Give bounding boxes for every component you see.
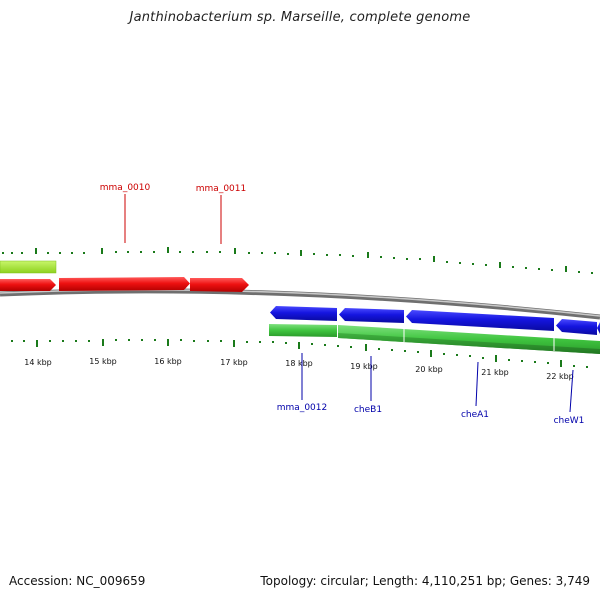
cds-feature-upper[interactable] xyxy=(0,260,57,274)
scale-label-16kbp: 16 kbp xyxy=(154,357,182,366)
gene-leader-line xyxy=(569,369,574,413)
forward-gene-arrow[interactable] xyxy=(59,277,190,291)
gene-label-mma-0012[interactable]: mma_0012 xyxy=(277,403,327,413)
gene-label-mma-0010[interactable]: mma_0010 xyxy=(100,183,151,193)
map-title: Janthinobacterium sp. Marseille, complet… xyxy=(129,10,471,25)
gene-label-cheW1[interactable]: cheW1 xyxy=(554,416,585,426)
reverse-gene-arrow[interactable] xyxy=(270,306,337,321)
scale-label-18kbp: 18 kbp xyxy=(285,359,313,368)
lower-scale-ticks xyxy=(11,339,588,368)
upper-minor-ticks xyxy=(2,247,593,274)
forward-gene-arrow[interactable] xyxy=(0,279,56,291)
genome-backbone xyxy=(0,288,600,320)
accession-text: Accession: NC_009659 xyxy=(9,574,146,588)
scale-label-19kbp: 19 kbp xyxy=(350,362,378,371)
reverse-gene-arrow[interactable] xyxy=(339,308,404,323)
reverse-gene-arrow[interactable] xyxy=(597,322,600,334)
scale-label-14kbp: 14 kbp xyxy=(24,358,52,367)
scale-label-20kbp: 20 kbp xyxy=(415,365,443,374)
scale-label-15kbp: 15 kbp xyxy=(89,357,117,366)
reverse-gene-arrow[interactable] xyxy=(406,310,554,331)
scale-label-17kbp: 17 kbp xyxy=(220,358,248,367)
gene-leader-line xyxy=(475,361,479,407)
scale-label-21kbp: 21 kbp xyxy=(481,368,509,377)
gene-label-cheB1[interactable]: cheB1 xyxy=(354,405,382,415)
gene-label-mma-0011[interactable]: mma_0011 xyxy=(196,184,246,194)
gene-label-cheA1[interactable]: cheA1 xyxy=(461,410,489,420)
genome-stats-text: Topology: circular; Length: 4,110,251 bp… xyxy=(260,574,590,588)
scale-label-22kbp: 22 kbp xyxy=(546,372,574,381)
reverse-gene-arrow[interactable] xyxy=(556,319,597,335)
cds-feature-lower[interactable] xyxy=(269,324,337,337)
forward-gene-arrow[interactable] xyxy=(190,278,249,292)
